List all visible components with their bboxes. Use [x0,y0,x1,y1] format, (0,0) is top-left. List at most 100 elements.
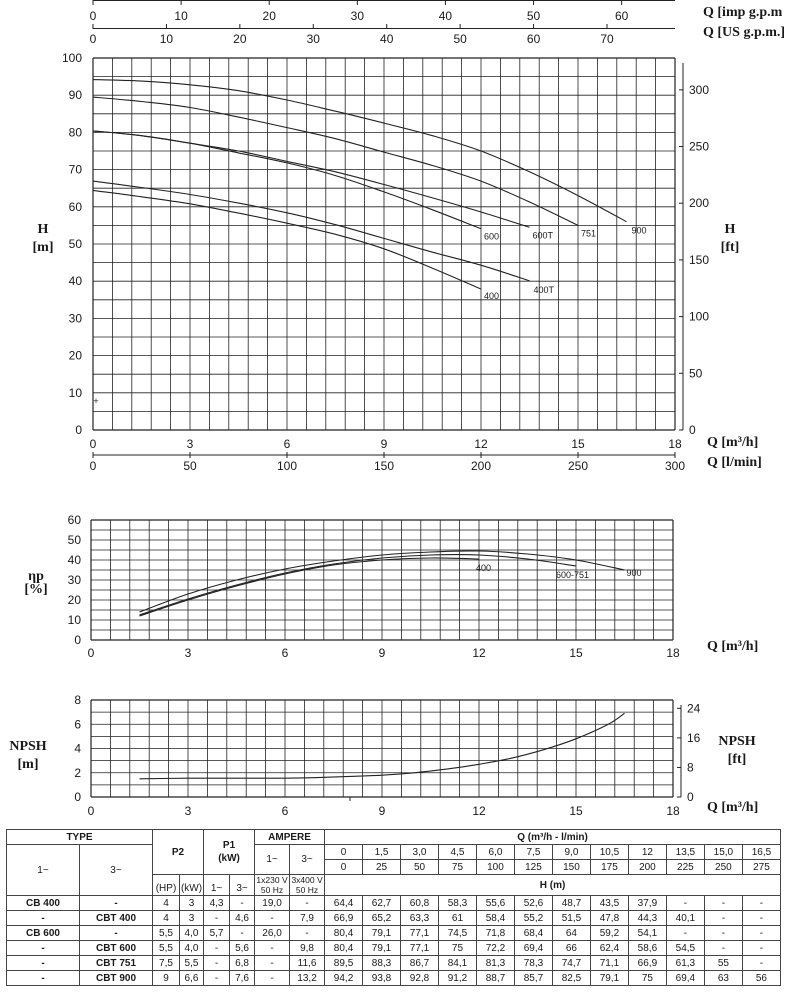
head-value-cell: 88,3 [362,955,402,971]
top-us-tick-label: 10 [160,32,174,46]
top-us-tick-label: 0 [90,32,97,46]
head-y-tick-label: 0 [75,423,82,437]
head-right-tick-label: 50 [689,366,703,380]
head-curve-label: 400T [534,285,555,295]
head-y-tick-label: 30 [69,311,83,325]
head-value-cell: 54,1 [627,925,667,941]
p1-1-cell: - [203,910,231,926]
head-value-cell: 80,4 [324,940,364,956]
npsh-x-title: Q [m³/h] [707,800,758,815]
head-value-cell: 78,3 [513,955,553,971]
npsh-y-tick-label: 2 [74,766,81,780]
head-value-cell: 68,4 [513,925,553,941]
head-value-cell: 80,4 [324,925,364,941]
q-m3h-cell: 12 [627,844,667,860]
head-value-cell: 72,2 [475,940,515,956]
head-right-title: H [725,222,736,237]
table-body: CB 400-4 3 4,3-19,0-64,4 62,7 60,8 58,3 55,6 52… [6,895,782,986]
npsh-curve [139,712,625,780]
head-value-cell: 92,8 [400,970,439,986]
p1-1-cell: 5,7 [203,925,231,941]
amp-1-cell: - [254,910,291,926]
type-1-cell: - [6,970,80,986]
q-lmin-cell: 25 [362,859,402,875]
q-lmin-cell: 250 [703,859,743,875]
head-value-cell: 71,8 [475,925,515,941]
head-x-tick-label: 12 [474,437,488,451]
head-right-tick-label: 200 [689,196,709,210]
hdr-p2-kw: (kW) [178,874,205,896]
head-value-cell: 79,1 [589,970,629,986]
npsh-y-tick-label: 0 [74,790,81,804]
q-m3h-cell: 0 [324,844,364,860]
header-row-3: 0 25 50 75 100 125 150 175 200 225 250 2… [7,859,782,875]
head-right-tick-label: 0 [689,423,696,437]
table-row: CB 600-5,5 4,0 5,7-26,0-80,4 79,1 77,1 74,5 71… [6,925,782,941]
head-value-cell: 79,1 [362,940,402,956]
head-x-tick-label: 18 [668,437,682,451]
head-value-cell: 89,5 [324,955,364,971]
head-value-cell: 54,5 [665,940,705,956]
npsh-x-tick-label: 3 [185,804,192,818]
head-x-tick-label: 3 [187,437,194,451]
p1-3-cell: 6,8 [229,955,256,971]
head-y-tick-label: 100 [62,51,82,65]
head-curve-400 [92,189,482,290]
head-x-tick-label: 0 [90,437,97,451]
eff-x-tick-label: 15 [569,646,583,660]
eff-x-title: Q [m³/h] [707,639,758,654]
head-value-cell: 61,3 [665,955,705,971]
head-value-cell: 79,1 [362,925,402,941]
head-value-cell: - [741,925,782,941]
npsh-right-tick-label: 8 [687,760,694,774]
type-3-cell: - [79,925,153,941]
head-curve-400T [92,180,530,282]
head-value-cell: 59,2 [589,925,629,941]
q-m3h-cell: 1,5 [362,844,402,860]
p2-kw-cell: 3 [178,910,205,926]
lmin-tick-label: 250 [568,459,588,473]
lmin-tick-label: 300 [665,459,685,473]
header-row-1: TYPE P2 P1 (kW) AMPERE Q (m³/h - l/min) [6,829,781,875]
head-right-tick-label: 300 [689,83,709,97]
head-y-tick-label: 70 [69,163,83,177]
npsh-x-tick-label: 0 [88,804,95,818]
p2-kw-cell: 4,0 [178,940,205,956]
q-lmin-cell: 200 [627,859,667,875]
head-value-cell: 63 [703,970,743,986]
lmin-tick-label: 50 [183,459,197,473]
head-value-cell: 64,4 [324,895,364,911]
p1-3-cell: - [229,925,256,941]
head-x-tick-label: 15 [571,437,585,451]
npsh-x-tick-label: 18 [666,804,680,818]
hdr-p2: P2 [151,829,205,875]
head-x-title: Q [m³/h] [707,435,758,450]
q-lmin-cell: 125 [513,859,553,875]
head-x-tick-label: 9 [381,437,388,451]
npsh-right-tick-label: 16 [687,731,701,745]
head-value-cell: 81,3 [475,955,515,971]
lmin-axis-title: Q [l/min] [707,455,762,470]
head-value-cell: 66,9 [324,910,364,926]
head-value-cell: - [703,940,743,956]
top-us-tick-label: 20 [233,32,247,46]
head-value-cell: 94,2 [324,970,364,986]
q-m3h-cell: 16,5 [741,844,782,860]
top-axis-imp-title: Q [imp g.p.m [703,5,783,20]
head-value-cell: 74,5 [438,925,477,941]
type-1-cell: - [6,940,80,956]
top-imp-tick-label: 20 [263,9,277,23]
amp-3-cell: - [289,895,326,911]
top-us-tick-label: 60 [527,32,541,46]
head-value-cell: 48,7 [551,895,591,911]
top-imp-tick-label: 10 [174,9,188,23]
eff-y-tick-label: 50 [68,533,82,547]
head-curve-label: 600 [484,232,499,242]
amp-3-cell: - [289,925,326,941]
hdr-p1-1: 1~ [203,874,231,896]
npsh-y-tick-label: 8 [74,693,81,707]
head-y-tick-label: 60 [69,200,83,214]
performance-table: TYPE P2 P1 (kW) AMPERE Q (m³/h - l/min) 1… [6,829,782,986]
top-imp-tick-label: 50 [527,9,541,23]
eff-y-tick-label: 0 [74,633,81,647]
